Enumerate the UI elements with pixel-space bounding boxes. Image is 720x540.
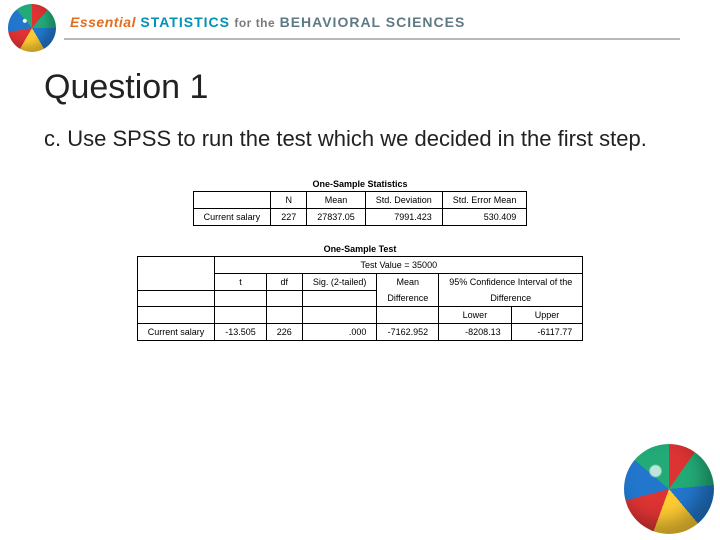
question-body: c. Use SPSS to run the test which we dec… bbox=[44, 125, 676, 153]
brand-statistics: STATISTICS bbox=[140, 14, 230, 30]
table-row: N Mean Std. Deviation Std. Error Mean bbox=[193, 191, 527, 208]
cell-mean: 27837.05 bbox=[307, 208, 366, 225]
table-row: Test Value = 35000 bbox=[137, 256, 583, 273]
blank bbox=[302, 290, 377, 307]
col-ci2: Difference bbox=[439, 290, 583, 307]
col-n: N bbox=[271, 191, 307, 208]
col-t: t bbox=[215, 273, 267, 290]
table-row: Current salary 227 27837.05 7991.423 530… bbox=[193, 208, 527, 225]
cell-t: -13.505 bbox=[215, 324, 267, 341]
slide-content: Question 1 c. Use SPSS to run the test w… bbox=[0, 68, 720, 341]
col-df: df bbox=[266, 273, 302, 290]
col-upper: Upper bbox=[511, 307, 583, 324]
table-row: Lower Upper bbox=[137, 307, 583, 324]
cell-df: 226 bbox=[266, 324, 302, 341]
col-mean: Mean bbox=[307, 191, 366, 208]
table2-title: One-Sample Test bbox=[44, 244, 676, 254]
col-blank bbox=[193, 191, 271, 208]
blank bbox=[266, 290, 302, 307]
col-sem: Std. Error Mean bbox=[442, 191, 527, 208]
cell-sd: 7991.423 bbox=[365, 208, 442, 225]
cell-sig: .000 bbox=[302, 324, 377, 341]
col-diff: Difference bbox=[377, 290, 439, 307]
cell-meandiff: -7162.952 bbox=[377, 324, 439, 341]
cell-n: 227 bbox=[271, 208, 307, 225]
col-blank2 bbox=[137, 290, 215, 307]
header-bar: Essential STATISTICS for the BEHAVIORAL … bbox=[0, 0, 720, 58]
one-sample-test-table: Test Value = 35000 t df Sig. (2-tailed) … bbox=[137, 256, 584, 342]
book-title: Essential STATISTICS for the BEHAVIORAL … bbox=[70, 14, 465, 30]
col-blank3 bbox=[137, 307, 215, 324]
blank bbox=[215, 290, 267, 307]
table-row: Current salary -13.505 226 .000 -7162.95… bbox=[137, 324, 583, 341]
brand-behavioral: BEHAVIORAL SCIENCES bbox=[280, 14, 466, 30]
col-lower: Lower bbox=[439, 307, 511, 324]
col-blank bbox=[137, 273, 215, 290]
table1-wrap: One-Sample Statistics N Mean Std. Deviat… bbox=[44, 179, 676, 226]
question-heading: Question 1 bbox=[44, 68, 676, 107]
header-rule bbox=[64, 38, 680, 40]
table1-title: One-Sample Statistics bbox=[44, 179, 676, 189]
row-label: Current salary bbox=[137, 324, 215, 341]
table-row: Difference Difference bbox=[137, 290, 583, 307]
table2-wrap: One-Sample Test Test Value = 35000 t df … bbox=[44, 244, 676, 342]
rubber-band-ball-large-icon bbox=[624, 444, 714, 534]
cell-upper: -6117.77 bbox=[511, 324, 583, 341]
col-sd: Std. Deviation bbox=[365, 191, 442, 208]
col-sig: Sig. (2-tailed) bbox=[302, 273, 377, 290]
one-sample-statistics-table: N Mean Std. Deviation Std. Error Mean Cu… bbox=[193, 191, 528, 226]
cell-sem: 530.409 bbox=[442, 208, 527, 225]
col-mean: Mean bbox=[377, 273, 439, 290]
table-row: t df Sig. (2-tailed) Mean 95% Confidence… bbox=[137, 273, 583, 290]
rubber-band-ball-icon bbox=[8, 4, 56, 52]
brand-essential: Essential bbox=[70, 14, 136, 30]
test-value-header: Test Value = 35000 bbox=[215, 256, 583, 273]
brand-for: for the bbox=[234, 16, 275, 30]
cell-lower: -8208.13 bbox=[439, 324, 511, 341]
row-label: Current salary bbox=[193, 208, 271, 225]
col-ci: 95% Confidence Interval of the bbox=[439, 273, 583, 290]
